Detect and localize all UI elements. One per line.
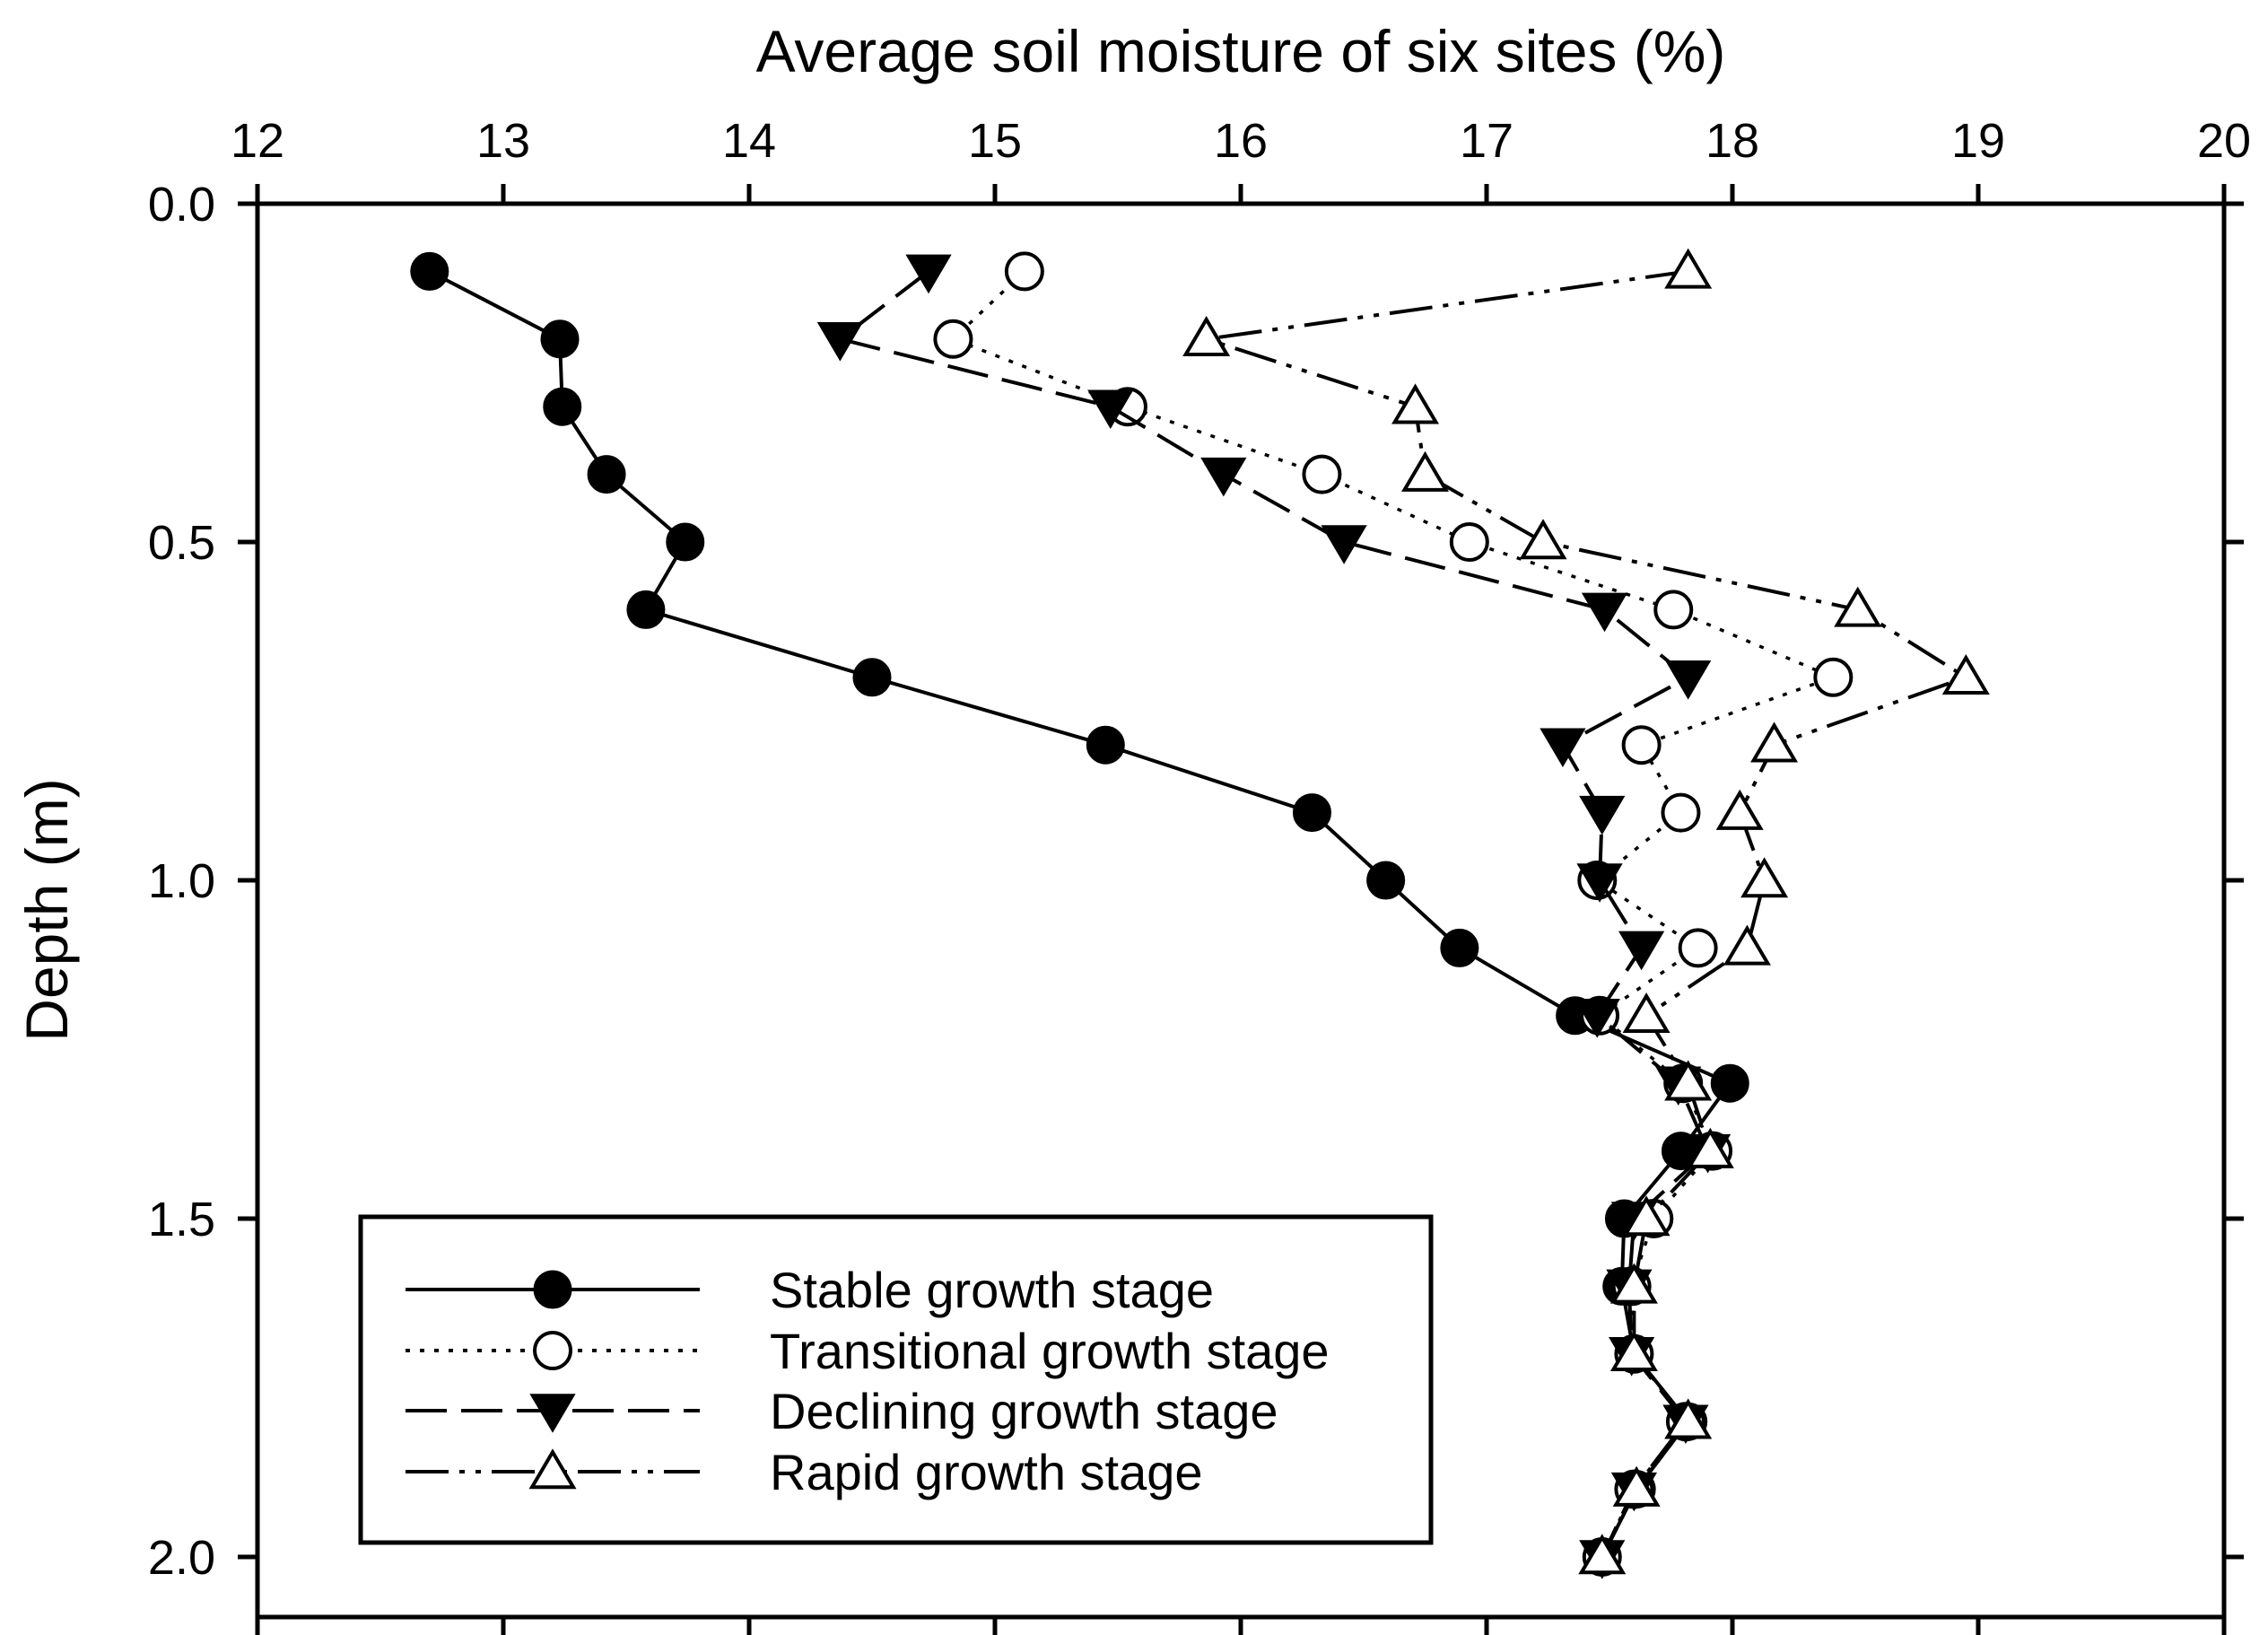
data-point [1618,931,1665,971]
legend-marker [529,1394,576,1433]
data-point [1686,1127,1734,1168]
series-line [838,269,1710,1558]
data-point [1622,992,1670,1034]
data-point [1321,525,1367,564]
legend-box [358,1214,1434,1545]
data-point [1612,1465,1661,1507]
data-point [1665,660,1712,700]
legend-marker [533,1331,572,1370]
data-point [1661,792,1701,833]
data-point [1519,519,1567,560]
x-tick-label: 14 [722,114,776,168]
x-tick-label: 15 [968,114,1022,168]
data-point [1609,1263,1658,1304]
data-point [852,658,892,697]
series-4 [1182,248,1990,1575]
legend-label: Transitional growth stage [770,1323,1330,1379]
data-point [1834,586,1882,627]
x-tick-label: 17 [1460,114,1513,168]
data-point [1622,1195,1670,1237]
data-point [905,254,952,294]
data-point [1941,654,1990,695]
x-axis-ticks: 12 13 14 15 16 17 18 19 20 [231,114,2251,1635]
legend-marker [528,1448,577,1490]
data-point [1740,857,1789,898]
data-point [1678,928,1718,968]
data-point [1715,789,1764,830]
data-point [1391,383,1440,424]
y-tick-label: 1.0 [148,854,215,908]
data-point [1182,316,1231,357]
data-point [543,387,582,426]
y-axis-ticks: 0.0 0.5 1.0 1.5 2.0 [148,178,2244,1585]
data-point [1664,248,1713,289]
legend-label: Rapid growth stage [770,1444,1203,1500]
data-point [1086,725,1125,765]
data-point [1750,721,1799,763]
data-point [626,590,666,629]
x-tick-label: 18 [1705,114,1759,168]
x-tick-label: 19 [1951,114,2005,168]
data-point [1664,1060,1713,1101]
data-point [1087,389,1134,430]
data-point [1366,861,1406,900]
x-tick-label: 12 [231,114,284,168]
data-point [1004,251,1044,292]
data-point [1581,592,1628,633]
data-point [540,319,580,359]
data-point [1609,1331,1658,1372]
data-point [1723,924,1771,966]
data-point [1200,457,1247,497]
x-axis-title: Average soil moisture of six sites (%) [756,18,1726,84]
legend-label: Declining growth stage [770,1383,1278,1439]
x-tick-label: 16 [1214,114,1268,168]
data-point [1578,1534,1627,1575]
legend-marker [533,1270,572,1309]
data-point [410,251,449,291]
data-point [1576,863,1623,903]
data-point [1449,522,1489,562]
x-tick-label: 20 [2197,114,2251,168]
series-layer [410,248,1990,1579]
y-tick-label: 0.0 [148,178,215,232]
data-point [1540,728,1586,768]
y-tick-label: 2.0 [148,1531,215,1585]
legend-label: Stable growth stage [770,1262,1214,1318]
data-point [666,522,705,562]
data-point [1579,795,1626,835]
data-point [816,322,864,362]
data-point [1574,999,1620,1038]
data-point [1440,928,1479,967]
data-point [1653,590,1694,630]
data-point [1710,1063,1749,1103]
data-point [1401,450,1449,492]
y-tick-label: 0.5 [148,516,215,570]
y-tick-label: 1.5 [148,1193,215,1246]
data-point [1664,1398,1713,1439]
data-point [587,455,626,494]
x-tick-label: 13 [476,114,530,168]
y-axis-title: Depth (m) [13,778,80,1041]
data-point [1302,454,1342,494]
data-point [933,319,973,359]
data-point [1813,657,1854,697]
data-point [1292,793,1331,833]
data-point [1621,725,1662,765]
